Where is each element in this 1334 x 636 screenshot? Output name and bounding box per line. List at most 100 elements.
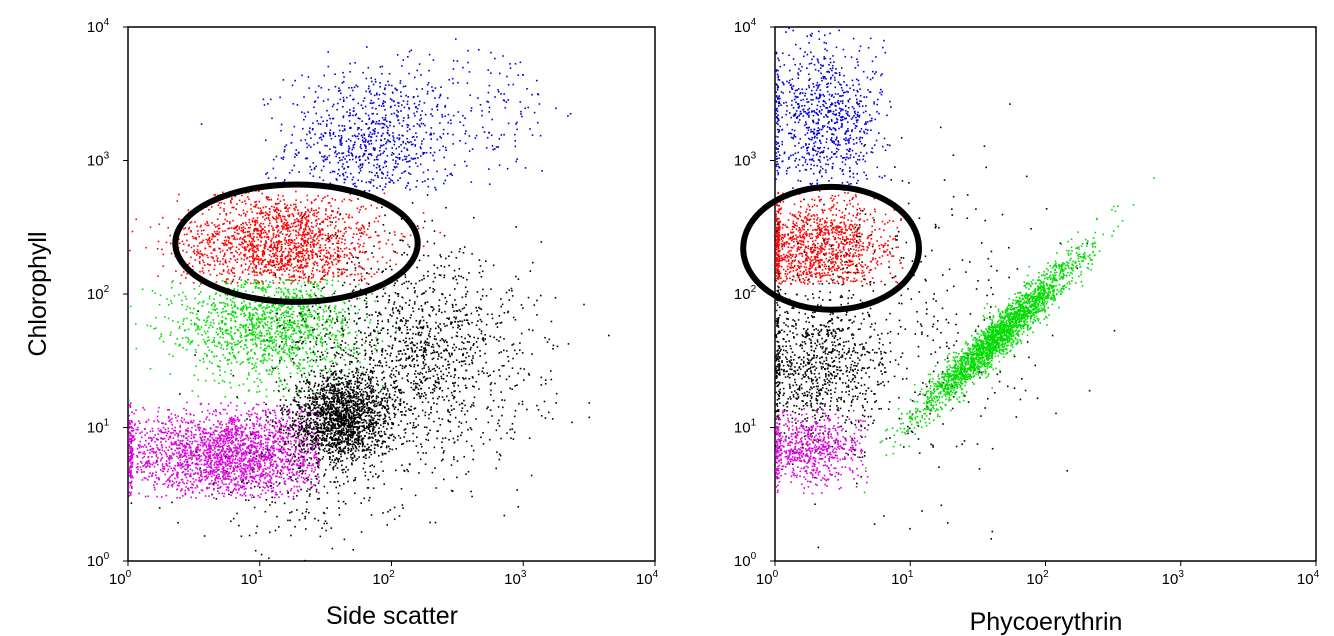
data-point	[284, 222, 286, 224]
data-point	[225, 318, 227, 320]
data-point	[271, 482, 273, 484]
data-point	[320, 332, 322, 334]
data-point	[326, 328, 328, 330]
data-point	[237, 252, 239, 254]
data-point	[222, 311, 224, 313]
data-point	[273, 261, 275, 263]
data-point	[432, 178, 434, 180]
data-point	[198, 252, 200, 254]
data-point	[384, 193, 386, 195]
data-point	[169, 354, 171, 356]
data-point	[404, 156, 406, 158]
data-point	[275, 177, 277, 179]
data-point	[233, 288, 235, 290]
data-point	[190, 312, 192, 314]
data-point	[447, 122, 449, 124]
data-point	[242, 361, 244, 363]
data-point	[264, 259, 266, 261]
data-point	[306, 224, 308, 226]
data-point	[179, 345, 181, 347]
data-point	[277, 217, 279, 219]
data-point	[407, 103, 409, 105]
data-point	[413, 125, 415, 127]
data-point	[211, 351, 213, 353]
data-point	[178, 218, 180, 220]
data-point	[232, 207, 234, 209]
data-point	[395, 88, 397, 90]
data-point	[346, 214, 348, 216]
data-point	[152, 290, 154, 292]
data-point	[298, 224, 300, 226]
data-point	[242, 495, 244, 497]
data-point	[277, 323, 279, 325]
data-point	[232, 490, 234, 492]
data-point	[271, 238, 273, 240]
data-point	[514, 134, 516, 136]
data-point	[276, 326, 278, 328]
data-point	[488, 111, 490, 113]
data-point	[400, 82, 402, 84]
data-point	[301, 320, 303, 322]
data-point	[216, 255, 218, 257]
data-point	[316, 212, 318, 214]
data-point	[342, 309, 344, 311]
data-point	[234, 332, 236, 334]
data-point	[240, 414, 242, 416]
data-point	[521, 116, 523, 118]
data-point	[304, 255, 306, 257]
data-point	[397, 163, 399, 165]
data-point	[343, 156, 345, 158]
data-point	[217, 458, 219, 460]
data-point	[392, 159, 394, 161]
data-point	[275, 227, 277, 229]
data-point	[239, 278, 241, 280]
data-point	[453, 115, 455, 117]
data-point	[293, 321, 295, 323]
data-point	[253, 250, 255, 252]
data-point	[508, 84, 510, 86]
data-point	[271, 241, 273, 243]
data-point	[330, 254, 332, 256]
data-point	[328, 233, 330, 235]
data-point	[406, 138, 408, 140]
data-point	[278, 267, 280, 269]
data-point	[145, 247, 147, 249]
data-point	[443, 183, 445, 185]
data-point	[344, 257, 346, 259]
data-point	[404, 236, 406, 238]
data-point	[214, 309, 216, 311]
data-point	[353, 233, 355, 235]
data-point	[368, 237, 370, 239]
data-point	[335, 147, 337, 149]
data-point	[298, 326, 300, 328]
data-point	[204, 254, 206, 256]
data-point	[255, 265, 257, 267]
data-point	[384, 186, 386, 188]
data-point	[267, 261, 269, 263]
data-point	[235, 420, 237, 422]
data-point	[396, 330, 398, 332]
data-point	[291, 170, 293, 172]
data-point	[247, 269, 249, 271]
data-point	[260, 442, 262, 444]
data-point	[258, 250, 260, 252]
data-point	[178, 457, 180, 459]
data-point	[329, 258, 331, 260]
data-point	[257, 287, 259, 289]
data-point	[226, 240, 228, 242]
data-point	[269, 272, 271, 274]
data-point	[191, 459, 193, 461]
data-point	[188, 339, 190, 341]
data-point	[390, 107, 392, 109]
data-point	[209, 413, 211, 415]
data-point	[234, 237, 236, 239]
data-point	[308, 372, 310, 374]
data-point	[150, 368, 152, 370]
data-point	[233, 207, 235, 209]
data-point	[293, 341, 295, 343]
data-point	[251, 238, 253, 240]
data-point	[291, 249, 293, 251]
data-point	[310, 327, 312, 329]
data-point	[139, 447, 141, 449]
data-point	[355, 157, 357, 159]
